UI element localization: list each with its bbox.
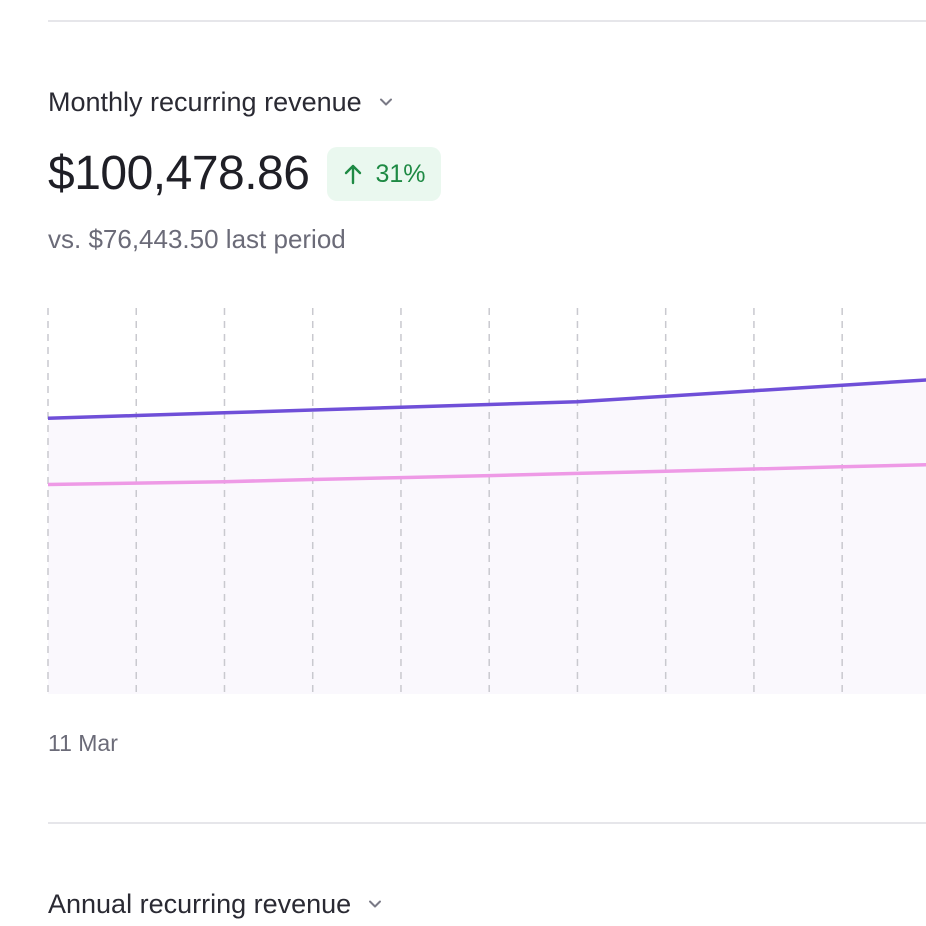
mrr-value-row: $100,478.86 31%	[48, 144, 442, 204]
arr-metric-selector[interactable]: Annual recurring revenue	[48, 886, 385, 922]
arrow-up-icon	[345, 164, 362, 185]
change-badge: 31%	[327, 147, 442, 201]
mrr-title: Monthly recurring revenue	[48, 87, 362, 117]
series-area-fill	[48, 379, 926, 694]
chevron-down-icon	[379, 98, 392, 106]
chevron-down-icon	[369, 900, 382, 908]
x-tick-label: 11 Mar	[48, 730, 118, 756]
top-divider	[48, 20, 926, 22]
arr-title: Annual recurring revenue	[48, 889, 352, 919]
mrr-value: $100,478.86	[48, 147, 310, 200]
comparison-text: vs. $76,443.50 last period	[48, 224, 346, 254]
mrr-metric-selector[interactable]: Monthly recurring revenue	[48, 84, 396, 120]
series-line-current	[47, 378, 926, 421]
section-divider	[48, 822, 926, 824]
change-percent: 31%	[375, 159, 426, 188]
mrr-line-chart	[47, 308, 926, 694]
series-line-previous	[47, 462, 926, 487]
